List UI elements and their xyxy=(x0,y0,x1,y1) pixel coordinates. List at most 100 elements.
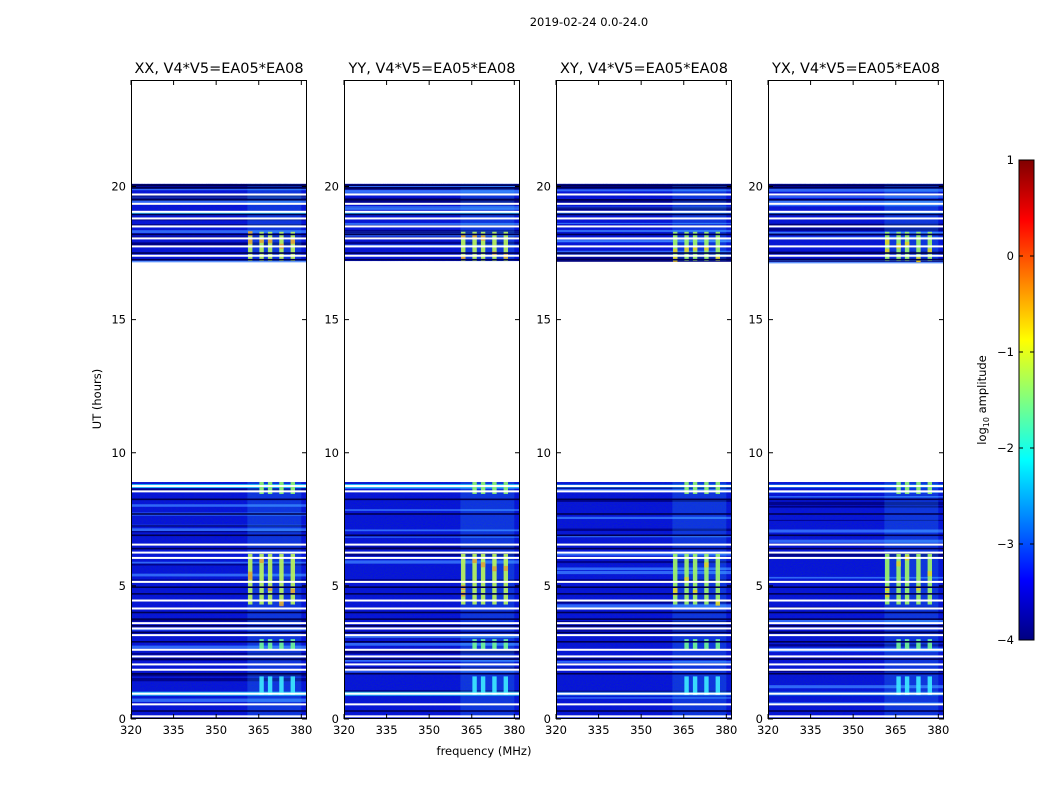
rfi-channel xyxy=(259,676,264,696)
noise-band xyxy=(344,189,520,192)
dark-row xyxy=(131,618,307,620)
dark-row xyxy=(768,658,944,660)
flagged-row xyxy=(556,543,732,546)
noise-band xyxy=(344,487,520,489)
plot-frame xyxy=(768,80,944,719)
rfi-hotspot xyxy=(248,571,253,577)
flagged-row xyxy=(556,210,732,213)
noise-band xyxy=(344,546,520,549)
flagged-row xyxy=(344,715,520,718)
flagged-row xyxy=(344,556,520,559)
dark-row xyxy=(768,252,944,254)
dark-row xyxy=(768,710,944,712)
y-tick-label: 0 xyxy=(119,712,126,726)
dark-row xyxy=(556,672,732,675)
colorbar-label-base: log xyxy=(975,427,989,445)
flagged-row xyxy=(344,225,520,228)
rfi-band-wash xyxy=(247,183,302,262)
dark-row xyxy=(344,252,520,254)
rfi-channel xyxy=(692,482,698,495)
noise-band xyxy=(556,516,732,520)
dark-row xyxy=(768,586,944,589)
noise-band xyxy=(131,230,307,233)
flagged-row xyxy=(131,490,307,493)
rfi-band-wash xyxy=(460,183,515,262)
flagged-row xyxy=(131,655,307,658)
rfi-channel xyxy=(492,482,497,495)
dark-row xyxy=(344,184,520,186)
flagged-row xyxy=(768,202,944,205)
rfi-channel xyxy=(715,553,721,605)
y-tick-label: 5 xyxy=(756,579,763,593)
noise-band xyxy=(556,552,732,556)
noise-band xyxy=(344,234,520,237)
dark-row xyxy=(556,498,732,501)
dark-row xyxy=(344,498,520,501)
flagged-row xyxy=(768,556,944,559)
noise-band xyxy=(344,579,520,581)
flagged-row xyxy=(556,551,732,554)
rfi-channel xyxy=(896,676,901,696)
y-tick-label: 10 xyxy=(748,446,763,460)
dark-row xyxy=(344,187,520,189)
dark-row xyxy=(768,199,944,201)
y-tick-label: 5 xyxy=(332,579,339,593)
y-tick-label: 20 xyxy=(111,180,126,194)
noise-band xyxy=(768,644,944,647)
noise-band xyxy=(344,536,520,538)
rfi-hotspot xyxy=(480,562,486,568)
flagged-row xyxy=(768,237,944,240)
dark-row xyxy=(556,187,732,189)
dark-row xyxy=(556,631,732,634)
flagged-row xyxy=(768,225,944,228)
noise-band xyxy=(768,529,944,533)
broadband-strip xyxy=(556,211,732,216)
flagged-row xyxy=(344,692,520,695)
flagged-row xyxy=(131,692,307,695)
rfi-channel xyxy=(492,639,497,650)
rfi-channel xyxy=(472,676,477,696)
rfi-channel xyxy=(267,639,273,650)
y-tick-label: 20 xyxy=(536,180,551,194)
noise-band xyxy=(768,519,944,521)
flagged-row xyxy=(768,599,944,602)
noise-band xyxy=(768,196,944,198)
x-tick-label: 350 xyxy=(842,723,864,737)
flagged-row xyxy=(556,556,732,559)
rfi-hotspot xyxy=(267,238,273,244)
y-tick-label: 15 xyxy=(536,313,551,327)
dark-row xyxy=(131,658,307,660)
noise-band xyxy=(344,642,520,646)
flagged-row xyxy=(556,254,732,257)
noise-band xyxy=(344,667,520,670)
noise-band xyxy=(344,200,520,204)
flagged-row xyxy=(768,210,944,213)
noise-band xyxy=(344,671,520,673)
colorbar-label: log10 amplitude xyxy=(975,355,991,445)
colorbar-tick-label: −4 xyxy=(997,633,1014,647)
noise-band xyxy=(344,187,520,190)
flagged-row xyxy=(768,485,944,488)
flagged-row xyxy=(556,607,732,610)
noise-band xyxy=(768,203,944,207)
flagged-row xyxy=(344,245,520,248)
rfi-channel xyxy=(290,553,296,605)
y-tick-label: 15 xyxy=(111,313,126,327)
x-tick-label: 350 xyxy=(630,723,652,737)
dark-row xyxy=(556,258,732,261)
rfi-channel xyxy=(916,482,921,495)
dark-row xyxy=(131,199,307,201)
dark-row xyxy=(131,593,307,595)
noise-band xyxy=(131,563,307,566)
panel-xy-plot xyxy=(556,80,732,719)
rfi-hotspot xyxy=(692,589,698,595)
dark-row xyxy=(131,640,307,643)
noise-band xyxy=(556,567,732,571)
flagged-row xyxy=(131,703,307,706)
panel-title: XY, V4*V5=EA05*EA08 xyxy=(560,61,728,77)
rfi-channel xyxy=(704,482,709,495)
dark-row xyxy=(556,658,732,660)
noise-band xyxy=(131,188,307,191)
flagged-row xyxy=(344,237,520,240)
flagged-row xyxy=(344,551,520,554)
